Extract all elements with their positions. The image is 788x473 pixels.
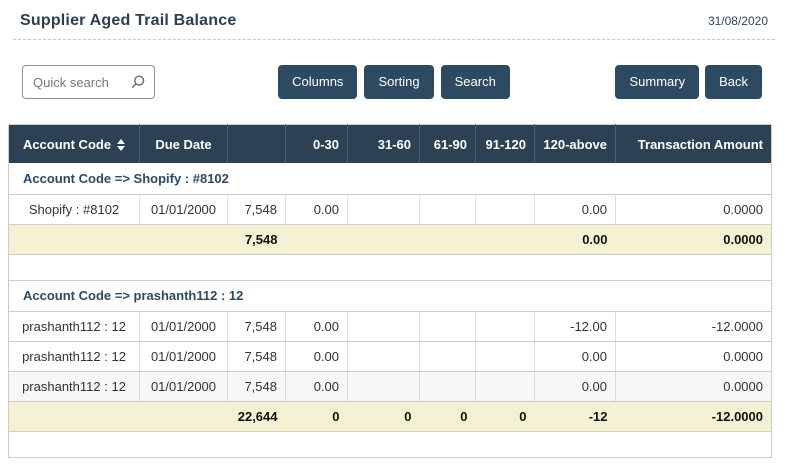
transaction-amount-cell: 0.0000: [615, 194, 772, 225]
column-header-0-30: 0-30: [285, 124, 348, 163]
search-input[interactable]: [23, 74, 130, 90]
group-label: Account Code => prashanth112 : 12: [8, 280, 772, 312]
aging-0-30-cell: 0.00: [285, 341, 348, 372]
grand-total-row: 22,644 0 0 0 0 -12 -12.0000: [8, 401, 772, 432]
column-header-31-60: 31-60: [347, 124, 420, 163]
page-title: Supplier Aged Trail Balance: [20, 12, 237, 29]
account-code-cell: [8, 401, 140, 432]
transaction-amount-total-cell: 0.0000: [615, 224, 772, 255]
due-date-cell: 01/01/2000: [139, 341, 228, 372]
back-button[interactable]: Back: [705, 65, 762, 99]
search-icon[interactable]: [130, 74, 146, 90]
aging-31-60-cell: [347, 311, 420, 342]
page-header: Supplier Aged Trail Balance 31/08/2020: [13, 0, 775, 40]
column-header-transaction-amount: Transaction Amount: [615, 124, 772, 163]
aging-61-90-cell: [419, 311, 476, 342]
transaction-amount-cell: 0.0000: [615, 341, 772, 372]
aging-91-120-cell: [475, 311, 535, 342]
group-label: Account Code => Shopify : #8102: [8, 163, 772, 195]
amount-cell: 7,548: [227, 341, 286, 372]
column-header-account-code[interactable]: Account Code: [8, 124, 140, 163]
aging-0-30-cell: [285, 224, 348, 255]
column-header-91-120: 91-120: [475, 124, 535, 163]
spacer-row: [8, 254, 772, 281]
aging-120-above-cell: 0.00: [534, 194, 616, 225]
aging-61-90-cell: [419, 371, 476, 402]
account-code-cell: prashanth112 : 12: [8, 371, 140, 402]
column-header-120-above: 120-above: [534, 124, 616, 163]
quick-search-box[interactable]: [22, 65, 155, 99]
due-date-cell: [139, 224, 228, 255]
aging-31-60-cell: [347, 194, 420, 225]
report-date: 31/08/2020: [707, 14, 768, 28]
search-button[interactable]: Search: [440, 65, 510, 99]
aging-120-above-cell: -12.00: [534, 311, 616, 342]
amount-cell: 7,548: [227, 194, 286, 225]
account-code-cell: [8, 224, 140, 255]
group-header-row: Account Code => prashanth112 : 12: [8, 280, 772, 312]
amount-cell: 7,548: [227, 311, 286, 342]
spacer-row: [8, 431, 772, 458]
group-subtotal-row: 7,548 0.00 0.0000: [8, 224, 772, 255]
table-row: prashanth112 : 12 01/01/2000 7,548 0.00 …: [8, 341, 772, 372]
account-code-cell: prashanth112 : 12: [8, 311, 140, 342]
aging-0-30-cell: 0.00: [285, 194, 348, 225]
table-header-row: Account Code Due Date 0-30 31-60 61-90 9…: [8, 124, 772, 163]
aging-61-90-cell: [419, 194, 476, 225]
account-code-cell: Shopify : #8102: [8, 194, 140, 225]
sort-icon[interactable]: [117, 139, 126, 152]
aging-31-60-cell: [347, 341, 420, 372]
column-header-due-date: Due Date: [139, 124, 228, 163]
aging-61-90-total-cell: 0: [419, 401, 476, 432]
summary-button[interactable]: Summary: [615, 65, 700, 99]
aging-61-90-cell: [419, 224, 476, 255]
aging-0-30-total-cell: 0: [285, 401, 348, 432]
aging-120-above-total-cell: 0.00: [534, 224, 616, 255]
aging-120-above-total-cell: -12: [534, 401, 616, 432]
transaction-amount-cell: 0.0000: [615, 371, 772, 402]
aging-91-120-cell: [475, 341, 535, 372]
aging-91-120-cell: [475, 194, 535, 225]
column-header-61-90: 61-90: [419, 124, 476, 163]
transaction-amount-total-cell: -12.0000: [615, 401, 772, 432]
aging-120-above-cell: 0.00: [534, 371, 616, 402]
table-row: prashanth112 : 12 01/01/2000 7,548 0.00 …: [8, 311, 772, 342]
table-row: Shopify : #8102 01/01/2000 7,548 0.00 0.…: [8, 194, 772, 225]
aging-120-above-cell: 0.00: [534, 341, 616, 372]
toolbar-right-group: Summary Back: [615, 65, 762, 99]
aging-0-30-cell: 0.00: [285, 311, 348, 342]
table-row: prashanth112 : 12 01/01/2000 7,548 0.00 …: [8, 371, 772, 402]
aging-91-120-total-cell: 0: [475, 401, 535, 432]
amount-total-cell: 7,548: [227, 224, 286, 255]
transaction-amount-cell: -12.0000: [615, 311, 772, 342]
aging-31-60-cell: [347, 224, 420, 255]
account-code-cell: prashanth112 : 12: [8, 341, 140, 372]
due-date-cell: 01/01/2000: [139, 371, 228, 402]
column-header-amount: [227, 124, 286, 163]
aging-91-120-cell: [475, 224, 535, 255]
amount-cell: 7,548: [227, 371, 286, 402]
due-date-cell: [139, 401, 228, 432]
sorting-button[interactable]: Sorting: [364, 65, 434, 99]
aging-61-90-cell: [419, 341, 476, 372]
amount-total-cell: 22,644: [227, 401, 286, 432]
aging-0-30-cell: 0.00: [285, 371, 348, 402]
columns-button[interactable]: Columns: [278, 65, 358, 99]
toolbar: Columns Sorting Search Summary Back: [0, 65, 788, 99]
aging-31-60-total-cell: 0: [347, 401, 420, 432]
aged-trail-balance-table: Account Code Due Date 0-30 31-60 61-90 9…: [8, 124, 772, 458]
group-header-row: Account Code => Shopify : #8102: [8, 163, 772, 195]
aging-31-60-cell: [347, 371, 420, 402]
due-date-cell: 01/01/2000: [139, 311, 228, 342]
due-date-cell: 01/01/2000: [139, 194, 228, 225]
aging-91-120-cell: [475, 371, 535, 402]
